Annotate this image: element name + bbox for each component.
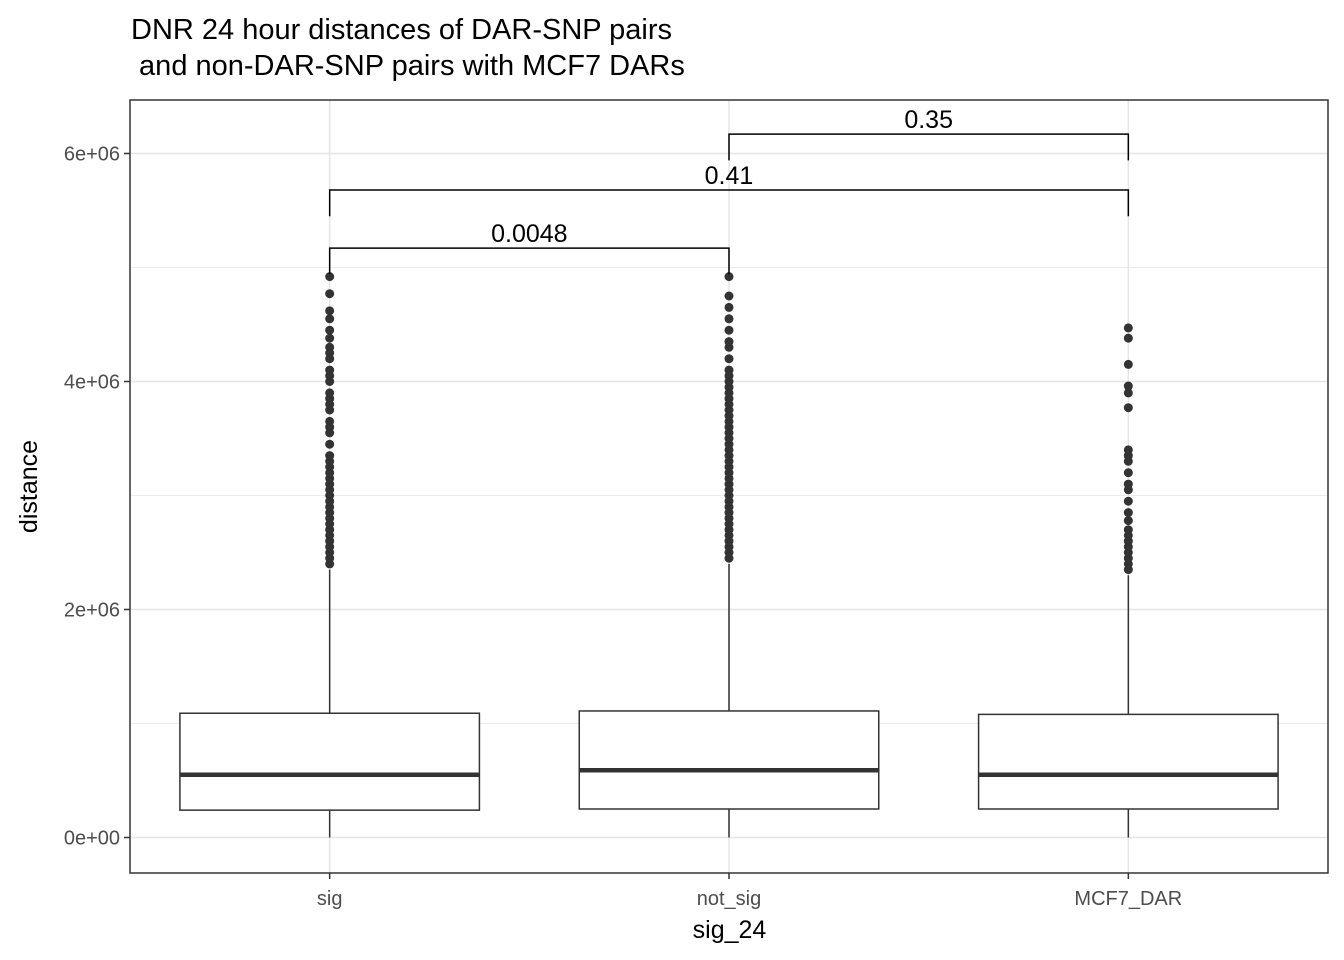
outlier-point — [325, 306, 335, 316]
outlier-point — [724, 314, 734, 324]
outlier-point — [1123, 388, 1133, 398]
outlier-point — [1123, 508, 1133, 518]
p-value-label: 0.41 — [705, 162, 754, 190]
axes: 0e+00 2e+06 4e+06 6e+06 sig not_sig MCF7_DAR — [64, 144, 1182, 911]
iqr-box — [977, 713, 1279, 810]
outlier-point — [1123, 496, 1133, 506]
outlier-point — [1123, 381, 1133, 391]
chart-title-line-1: DNR 24 hour distances of DAR-SNP pairs — [131, 14, 673, 46]
comparison-not_sig-vs-MCF7_DAR: 0.35 — [728, 106, 1130, 161]
outlier-point — [1123, 516, 1133, 526]
outlier-point — [325, 388, 335, 398]
outlier-point — [325, 289, 335, 299]
y-tick-label: 0e+00 — [64, 828, 120, 850]
outlier-point — [1123, 359, 1133, 369]
box-not_sig — [578, 272, 880, 838]
outlier-point — [724, 337, 734, 347]
outlier-point — [1123, 468, 1133, 478]
chart-title-line-2: and non-DAR-SNP pairs with MCF7 DARs — [131, 50, 685, 82]
outlier-point — [1123, 333, 1133, 343]
outlier-point — [1123, 525, 1133, 535]
outlier-point — [724, 354, 734, 364]
comparison-bracket — [328, 189, 1130, 217]
outlier-point — [325, 416, 335, 426]
outlier-point — [325, 365, 335, 375]
y-tick-label: 4e+06 — [64, 372, 120, 394]
box-sig — [179, 272, 481, 838]
outlier-point — [325, 342, 335, 352]
x-tick-label: MCF7_DAR — [1074, 888, 1182, 910]
outlier-point — [325, 439, 335, 449]
outlier-point — [325, 333, 335, 343]
comparison-bracket — [328, 247, 730, 275]
boxes — [179, 272, 1279, 838]
y-axis-title: distance — [15, 440, 43, 533]
x-axis-title: sig_24 — [693, 916, 767, 944]
outlier-point — [724, 302, 734, 312]
outlier-point — [1123, 479, 1133, 489]
outlier-point — [1123, 323, 1133, 333]
p-value-label: 0.35 — [904, 106, 953, 134]
outlier-point — [1123, 445, 1133, 455]
comparison-sig-vs-MCF7_DAR: 0.41 — [328, 162, 1130, 217]
comparison-bracket — [728, 133, 1130, 161]
outlier-point — [325, 325, 335, 335]
p-value-label: 0.0048 — [491, 220, 567, 248]
iqr-box — [578, 710, 880, 810]
outlier-point — [325, 451, 335, 461]
outlier-point — [325, 314, 335, 324]
x-tick-label: sig — [317, 888, 343, 910]
y-tick-label: 6e+06 — [64, 144, 120, 166]
outlier-point — [325, 272, 335, 282]
comparison-sig-vs-not_sig: 0.0048 — [328, 220, 730, 275]
outlier-point — [1123, 403, 1133, 413]
comparison-brackets: 0.0048 0.41 0.35 — [328, 106, 1130, 275]
outlier-point — [724, 272, 734, 282]
outlier-point — [724, 291, 734, 301]
x-tick-label: not_sig — [697, 888, 762, 910]
outlier-point — [724, 365, 734, 375]
y-tick-label: 2e+06 — [64, 600, 120, 622]
outlier-point — [724, 325, 734, 335]
chart-title: DNR 24 hour distances of DAR-SNP pairs a… — [131, 12, 685, 84]
iqr-box — [179, 712, 481, 811]
box-MCF7_DAR — [977, 323, 1279, 838]
